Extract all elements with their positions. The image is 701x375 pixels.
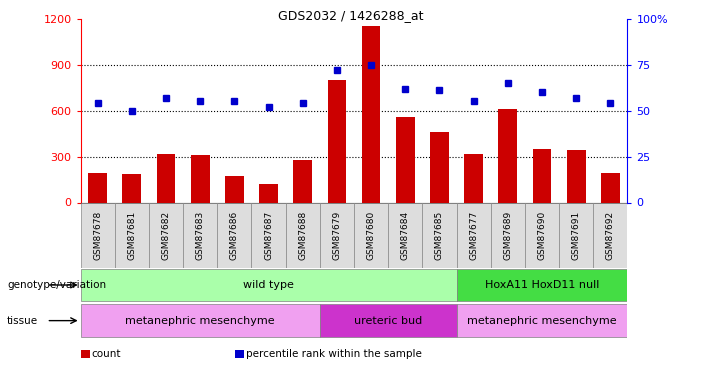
Bar [491, 202, 525, 268]
Text: GSM87690: GSM87690 [538, 211, 547, 260]
Bar [88, 172, 107, 202]
Bar [293, 160, 312, 202]
Bar [191, 155, 210, 203]
Bar [566, 150, 585, 202]
Text: count: count [92, 350, 121, 359]
Bar [259, 184, 278, 203]
Text: GSM87679: GSM87679 [332, 211, 341, 260]
Bar [115, 202, 149, 268]
Bar [225, 176, 244, 203]
Text: GSM87688: GSM87688 [298, 211, 307, 260]
Text: wild type: wild type [243, 280, 294, 290]
Bar [81, 304, 320, 337]
Text: genotype/variation: genotype/variation [7, 280, 106, 290]
Bar [320, 202, 354, 268]
Text: GSM87683: GSM87683 [196, 211, 205, 260]
Bar [396, 117, 415, 202]
Bar [422, 202, 456, 268]
Text: GSM87677: GSM87677 [469, 211, 478, 260]
Text: GSM87685: GSM87685 [435, 211, 444, 260]
Text: GSM87682: GSM87682 [161, 211, 170, 260]
Bar [156, 153, 175, 203]
Bar [456, 304, 627, 337]
Bar [456, 269, 627, 301]
Bar [525, 202, 559, 268]
Text: GSM87680: GSM87680 [367, 211, 376, 260]
Text: ureteric bud: ureteric bud [354, 316, 422, 326]
Text: tissue: tissue [7, 316, 38, 326]
Bar [354, 202, 388, 268]
Bar [601, 172, 620, 202]
Bar [286, 202, 320, 268]
Bar [320, 304, 456, 337]
Bar [123, 174, 142, 202]
Bar [81, 202, 115, 268]
Bar [430, 132, 449, 202]
Text: GSM87691: GSM87691 [571, 211, 580, 260]
Bar [81, 269, 456, 301]
Bar [252, 202, 286, 268]
Text: GSM87678: GSM87678 [93, 211, 102, 260]
Bar [149, 202, 183, 268]
Text: HoxA11 HoxD11 null: HoxA11 HoxD11 null [485, 280, 599, 290]
Text: GSM87686: GSM87686 [230, 211, 239, 260]
Text: percentile rank within the sample: percentile rank within the sample [246, 350, 422, 359]
Bar [456, 202, 491, 268]
Bar [559, 202, 593, 268]
Text: GSM87681: GSM87681 [128, 211, 137, 260]
Bar [217, 202, 252, 268]
Bar [464, 153, 483, 203]
Bar [498, 109, 517, 202]
Text: metanephric mesenchyme: metanephric mesenchyme [467, 316, 617, 326]
Bar [362, 26, 381, 202]
Text: GSM87692: GSM87692 [606, 211, 615, 260]
Bar [593, 202, 627, 268]
Bar [533, 149, 552, 202]
Bar [327, 80, 346, 203]
Text: metanephric mesenchyme: metanephric mesenchyme [125, 316, 275, 326]
Text: GDS2032 / 1426288_at: GDS2032 / 1426288_at [278, 9, 423, 22]
Text: GSM87684: GSM87684 [401, 211, 410, 260]
Bar [388, 202, 422, 268]
Text: GSM87687: GSM87687 [264, 211, 273, 260]
Bar [183, 202, 217, 268]
Text: GSM87689: GSM87689 [503, 211, 512, 260]
